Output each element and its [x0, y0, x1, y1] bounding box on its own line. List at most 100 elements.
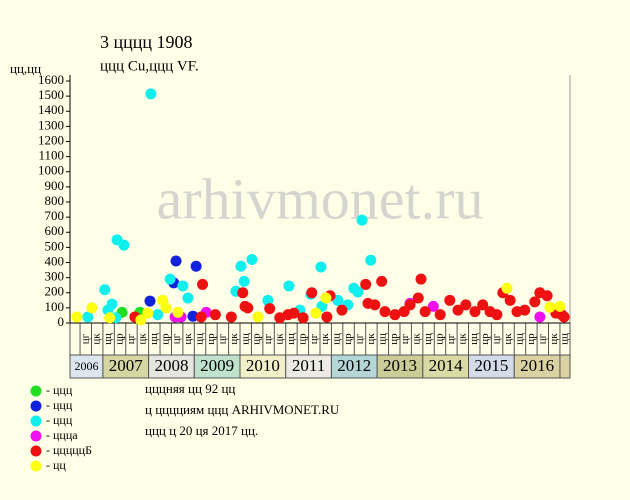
legend-label: - ццц [46, 413, 73, 427]
point [554, 300, 566, 312]
point [419, 306, 431, 318]
quarter-label: цр [296, 333, 308, 345]
quarter-label: цг [308, 333, 320, 344]
point [106, 298, 118, 310]
x-tick-label: 2006 [74, 359, 98, 373]
point [160, 302, 172, 314]
y-tick-label: 1100 [38, 148, 64, 163]
point [379, 306, 391, 318]
point [315, 261, 327, 273]
quarter-label: цр [479, 333, 491, 345]
quarter-label: цг [79, 333, 91, 344]
point [99, 284, 111, 296]
point [336, 304, 348, 316]
point [197, 278, 209, 290]
x-tick-label: 2007 [109, 356, 144, 375]
quarter-label: цк [228, 333, 240, 345]
quarter-label: цг [216, 333, 228, 344]
quarter-label: цр [251, 333, 263, 345]
point [195, 311, 207, 323]
y-tick-label: 1600 [38, 72, 64, 87]
quarter-label: цк [319, 333, 331, 345]
legend-marker [30, 460, 42, 472]
quarter-label: цц [376, 333, 388, 345]
point [310, 307, 322, 319]
watermark: arhivmonet.ru [157, 166, 484, 231]
x-tick-label: 2010 [246, 356, 280, 375]
point [104, 312, 116, 324]
y-tick-label: 400 [45, 253, 65, 268]
point [246, 253, 258, 265]
quarter-label: цг [125, 333, 137, 344]
point [209, 309, 221, 321]
quarter-label: цк [548, 333, 560, 345]
point [118, 239, 130, 251]
y-axis-label: цц,цц [10, 61, 41, 76]
point [477, 299, 489, 311]
point [164, 273, 176, 285]
y-tick-label: 1000 [38, 163, 64, 178]
y-tick-label: 600 [45, 223, 65, 238]
point [152, 309, 164, 321]
legend-marker [30, 400, 42, 412]
point [144, 295, 156, 307]
point [145, 88, 157, 100]
quarter-label: цк [411, 333, 423, 345]
quarter-label: цг [354, 333, 366, 344]
quarter-label: цг [262, 333, 274, 344]
y-tick-label: 0 [58, 314, 65, 329]
point [434, 309, 446, 321]
point [369, 299, 381, 311]
y-tick-label: 500 [45, 238, 65, 253]
point [544, 301, 556, 313]
quarter-label: цц [468, 333, 480, 345]
legend-label: - ццц [46, 383, 73, 397]
point [190, 260, 202, 272]
quarter-label: цк [182, 333, 194, 345]
point [262, 294, 274, 306]
point [460, 299, 472, 311]
legend-marker [30, 385, 42, 397]
legend-label: - ццца [46, 428, 78, 442]
y-tick-label: 1400 [38, 102, 64, 117]
x-tick-label: 2012 [337, 356, 371, 375]
point [237, 287, 249, 299]
x-tick-label: 2013 [383, 356, 417, 375]
point [356, 214, 368, 226]
point [297, 312, 309, 324]
point [389, 309, 401, 321]
point [264, 303, 276, 315]
x-tick-label: 2016 [520, 356, 554, 375]
quarter-label: цц [148, 333, 160, 345]
quarter-label: цц [422, 333, 434, 345]
y-tick-label: 300 [45, 269, 65, 284]
quarter-label: цг [536, 333, 548, 344]
quarter-label: цц [239, 333, 251, 345]
point [427, 300, 439, 312]
quarter-label: цк [274, 333, 286, 345]
point [71, 311, 83, 323]
point [187, 310, 199, 322]
quarter-label: цц [331, 333, 343, 345]
quarter-label: цц [559, 333, 571, 345]
point [491, 309, 503, 321]
point [242, 302, 254, 314]
point [321, 311, 333, 323]
point [170, 255, 182, 267]
legend-label: - ццц [46, 398, 73, 412]
point [504, 294, 516, 306]
legend-marker [30, 430, 42, 442]
quarter-label: цк [456, 333, 468, 345]
quarter-label: цг [445, 333, 457, 344]
y-tick-label: 800 [45, 193, 65, 208]
point [469, 306, 481, 318]
quarter-label: цр [388, 333, 400, 345]
point [534, 311, 546, 323]
x-tick-label: 2008 [154, 356, 188, 375]
quarter-label: цк [91, 333, 103, 345]
point [352, 286, 364, 298]
point [142, 307, 154, 319]
point [558, 311, 570, 323]
point [519, 304, 531, 316]
point [288, 307, 300, 319]
